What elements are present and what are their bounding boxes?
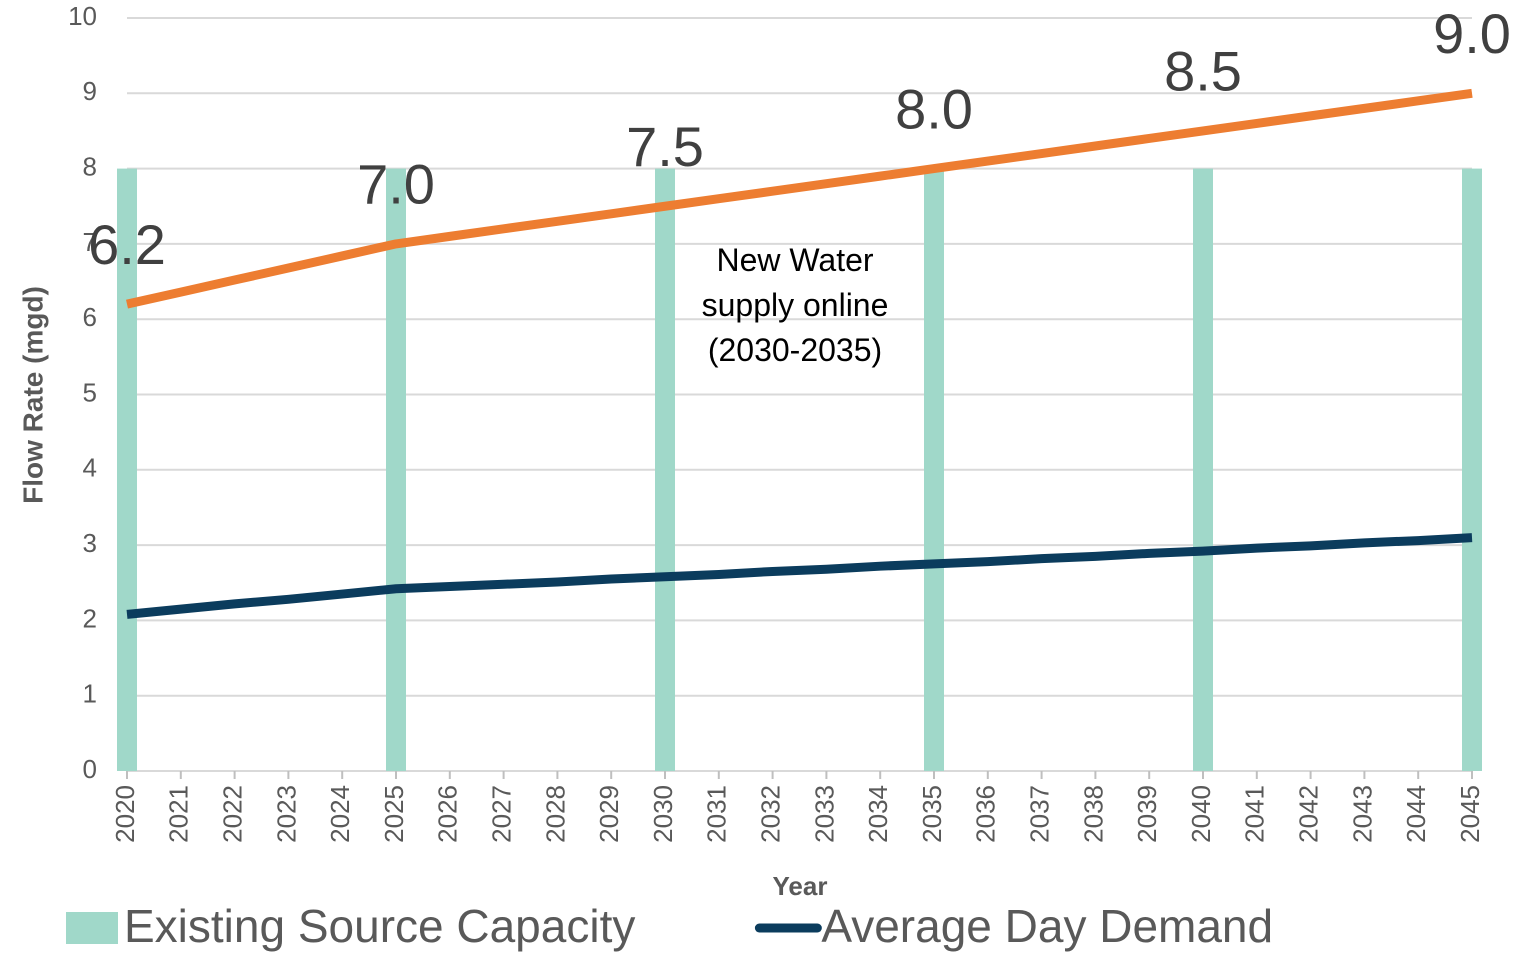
y-tick-label: 5 <box>83 377 97 407</box>
x-tick-label: 2033 <box>809 785 839 843</box>
x-tick-label: 2040 <box>1186 785 1216 843</box>
x-tick-label: 2038 <box>1078 785 1108 843</box>
line <box>126 88 1473 309</box>
x-tick-label: 2031 <box>702 785 732 843</box>
legend-swatch <box>66 912 118 944</box>
legend-label: Average Day Demand <box>821 900 1273 952</box>
legend-label: Existing Source Capacity <box>124 900 635 952</box>
x-tick-label: 2022 <box>217 785 247 843</box>
x-tick-label: 2030 <box>648 785 678 843</box>
x-tick-label: 2034 <box>863 785 893 843</box>
x-tick-label: 2041 <box>1240 785 1270 843</box>
y-tick-label: 0 <box>83 754 97 784</box>
bar <box>655 168 675 772</box>
x-tick-label: 2021 <box>164 785 194 843</box>
bar <box>1193 168 1213 772</box>
data-label: 8.0 <box>895 77 973 140</box>
x-tick-label: 2035 <box>917 785 947 843</box>
bar <box>924 168 944 772</box>
x-tick-label: 2023 <box>271 785 301 843</box>
x-tick-label: 2024 <box>325 785 355 843</box>
x-tick-label: 2027 <box>486 785 516 843</box>
y-tick-label: 8 <box>83 151 97 181</box>
data-label: 6.2 <box>88 213 166 276</box>
y-tick-label: 3 <box>83 528 97 558</box>
data-label: 8.5 <box>1164 40 1242 103</box>
data-label: 7.0 <box>357 153 435 216</box>
y-tick-label: 4 <box>83 453 97 483</box>
x-tick-label: 2037 <box>1024 785 1054 843</box>
data-label: 9.0 <box>1433 2 1511 65</box>
line <box>126 533 1473 619</box>
x-tick-label: 2045 <box>1455 785 1485 843</box>
x-tick-label: 2042 <box>1293 785 1323 843</box>
x-tick-label: 2039 <box>1132 785 1162 843</box>
y-tick-label: 9 <box>83 76 97 106</box>
x-tick-label: 2032 <box>755 785 785 843</box>
bar <box>386 168 406 772</box>
x-tick-label: 2025 <box>379 785 409 843</box>
x-tick-label: 2036 <box>971 785 1001 843</box>
y-axis-title: Flow Rate (mgd) <box>17 286 48 504</box>
y-tick-label: 7 <box>83 227 97 257</box>
bar <box>1462 168 1482 772</box>
bar <box>117 168 137 772</box>
x-tick-label: 2029 <box>594 785 624 843</box>
data-label: 7.5 <box>626 115 704 178</box>
x-axis-title: Year <box>773 871 828 901</box>
x-tick-label: 2020 <box>110 785 140 843</box>
y-tick-label: 10 <box>68 1 97 31</box>
x-tick-label: 2043 <box>1347 785 1377 843</box>
x-tick-label: 2026 <box>433 785 463 843</box>
y-tick-label: 2 <box>83 603 97 633</box>
y-tick-label: 6 <box>83 302 97 332</box>
annotation: New Water supply online (2030-2035) <box>701 242 889 368</box>
x-tick-label: 2044 <box>1401 785 1431 843</box>
x-tick-label: 2028 <box>540 785 570 843</box>
y-tick-label: 1 <box>83 679 97 709</box>
